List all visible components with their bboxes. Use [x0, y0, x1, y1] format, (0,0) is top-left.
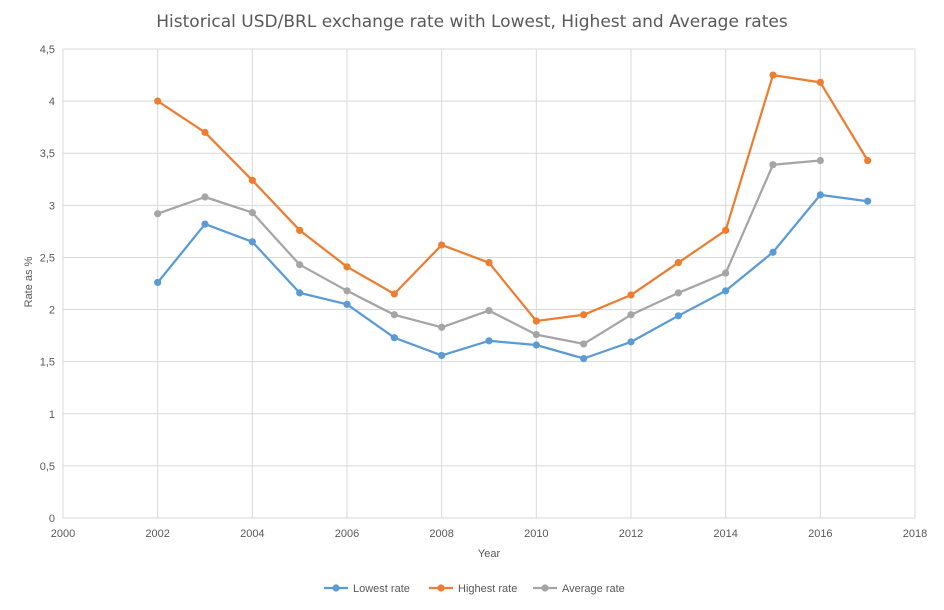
y-tick-label: 2 — [49, 305, 55, 317]
data-point — [769, 248, 777, 256]
data-point — [343, 300, 351, 308]
data-point — [248, 176, 256, 184]
legend-item: Highest rate — [429, 583, 517, 595]
data-point — [816, 156, 824, 165]
data-point — [769, 71, 777, 79]
series-line — [157, 73, 869, 323]
x-tick-label: 2010 — [524, 528, 548, 540]
data-point — [296, 261, 304, 269]
x-tick-label: 2012 — [619, 528, 643, 540]
data-point — [627, 311, 635, 319]
x-tick-label: 2004 — [240, 528, 264, 540]
data-point — [722, 226, 730, 234]
data-point — [627, 291, 635, 299]
series-line — [156, 193, 868, 360]
data-point — [816, 78, 824, 86]
x-tick-label: 2006 — [335, 528, 359, 540]
legend-swatch-marker — [437, 584, 445, 592]
data-point — [154, 278, 162, 287]
x-tick-label: 2014 — [713, 528, 737, 540]
series-average-rate — [154, 156, 824, 348]
data-point — [674, 312, 682, 320]
y-axis-title: Rate as % — [23, 256, 35, 307]
data-point — [674, 289, 682, 297]
x-axis-ticks: 2000 2002 2004 2006 2008 2010 2012 2014 2016 2018 — [51, 528, 927, 540]
x-tick-label: 2016 — [808, 528, 832, 540]
legend-item: Lowest rate — [324, 583, 410, 595]
y-tick-label: 2,5 — [40, 252, 55, 264]
legend-item: Average rate — [533, 583, 625, 595]
data-point — [438, 241, 446, 249]
data-point — [532, 330, 540, 339]
data-point — [154, 210, 162, 218]
data-point — [296, 226, 304, 234]
legend-label: Highest rate — [458, 583, 517, 595]
y-tick-label: 4,5 — [40, 44, 55, 56]
data-point — [485, 337, 493, 345]
x-tick-label: 2008 — [429, 528, 453, 540]
legend: Lowest rate Highest rate Average rate — [324, 583, 625, 595]
data-point — [248, 238, 256, 246]
data-point — [864, 156, 872, 165]
x-tick-label: 2002 — [145, 528, 169, 540]
y-tick-label: 1,5 — [40, 357, 55, 369]
legend-swatch-marker — [332, 584, 340, 592]
data-point — [201, 220, 209, 228]
data-point — [201, 193, 209, 201]
y-tick-label: 4 — [49, 96, 55, 108]
data-point — [390, 334, 398, 342]
data-point — [154, 97, 162, 105]
data-point — [580, 340, 588, 348]
data-point — [343, 263, 351, 271]
y-tick-label: 3 — [49, 200, 55, 212]
data-point — [769, 161, 777, 169]
data-point — [390, 311, 398, 319]
gridlines — [62, 48, 916, 519]
series-lowest-rate — [154, 191, 872, 363]
legend-label: Average rate — [562, 583, 625, 595]
y-tick-label: 3,5 — [40, 148, 55, 160]
data-point — [532, 317, 540, 325]
y-tick-label: 0,5 — [40, 461, 55, 473]
data-point — [438, 351, 446, 360]
data-point — [580, 354, 588, 363]
legend-label: Lowest rate — [353, 583, 410, 595]
data-point — [864, 197, 872, 205]
data-point — [201, 128, 209, 136]
chart-title: Historical USD/BRL exchange rate with Lo… — [156, 12, 788, 32]
x-tick-label: 2000 — [51, 528, 75, 540]
data-point — [343, 287, 351, 295]
data-point — [722, 287, 730, 295]
data-point — [296, 289, 304, 297]
series-layer — [154, 71, 872, 363]
data-point — [627, 338, 635, 346]
data-point — [485, 259, 493, 267]
data-point — [580, 311, 588, 319]
data-point — [248, 209, 256, 217]
data-point — [722, 269, 730, 277]
series-line — [157, 159, 821, 346]
y-axis-ticks: 0 0,5 1 1,5 2 2,5 3 3,5 4 4,5 — [40, 44, 55, 525]
data-point — [816, 191, 824, 199]
data-point — [674, 259, 682, 267]
data-point — [532, 341, 540, 349]
data-point — [390, 290, 398, 298]
series-highest-rate — [154, 71, 872, 325]
legend-swatch-marker — [541, 584, 549, 592]
data-point — [438, 323, 446, 331]
y-tick-label: 0 — [49, 513, 55, 525]
x-tick-label: 2018 — [903, 528, 927, 540]
data-point — [485, 306, 493, 315]
y-tick-label: 1 — [49, 409, 55, 421]
x-axis-title: Year — [478, 548, 501, 560]
